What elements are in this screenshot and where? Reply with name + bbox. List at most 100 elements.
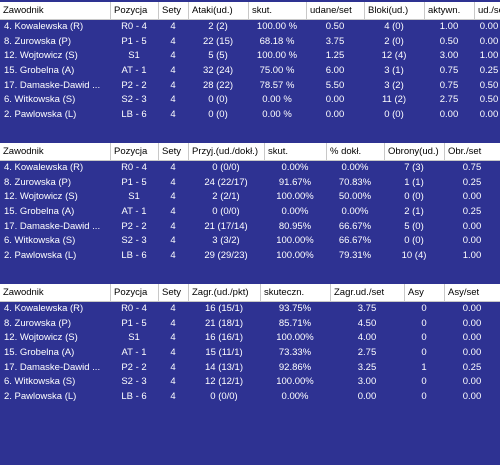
column-header-serves[interactable]: Zagr.(ud./pkt) — [188, 284, 260, 301]
cell-receptions: 0 (0/0) — [212, 162, 240, 173]
cell-attacks: 2 (2) — [208, 21, 228, 32]
table-row[interactable]: 17. Damaske-Dawid ... P2 - 2 4 14 (13/1) 92.… — [0, 361, 500, 376]
column-header-block-per-set[interactable]: ud./set — [474, 2, 500, 19]
table-row[interactable]: 2. Pawlowska (L) LB - 6 4 29 (29/23) 100.00%… — [0, 249, 500, 264]
cell-attack-efficiency: 78.57 % — [259, 79, 295, 91]
cell-player-name: 17. Damaske-Dawid ... — [4, 79, 101, 91]
cell-attack-success-per-set: 1.25 — [325, 50, 345, 62]
table-row[interactable]: 17. Damaske-Dawid ... P2 - 2 4 21 (17/14) 80… — [0, 220, 500, 235]
table-row[interactable]: 4. Kowalewska (R) R0 - 4 4 16 (15/1) 93.75% 3… — [0, 302, 500, 317]
column-header-player[interactable]: Zawodnik — [3, 287, 44, 298]
table-row[interactable]: 15. Grobelna (A) AT - 1 4 15 (11/1) 73.33% 2.… — [0, 346, 500, 361]
table-row[interactable]: 6. Witkowska (S) S2 - 3 4 12 (12/1) 100.00% 3… — [0, 375, 500, 390]
table-row[interactable]: 8. Zurowska (P) P1 - 5 4 21 (18/1) 85.71% 4.5… — [0, 317, 500, 332]
cell-aces-per-set: 0.00 — [462, 332, 482, 344]
cell-sets: 4 — [170, 162, 176, 173]
cell-serves-per-set: 4.50 — [357, 317, 377, 329]
column-header-sets[interactable]: Sety — [158, 143, 188, 160]
column-header-accuracy[interactable]: % dokł. — [326, 143, 384, 160]
cell-serve-efficiency: 100.00% — [276, 376, 314, 388]
table-row[interactable]: 6. Witkowska (S) S2 - 3 4 0 (0) 0.00 % 0.00 11… — [0, 93, 500, 108]
table-row[interactable]: 6. Witkowska (S) S2 - 3 4 3 (3/2) 100.00% 66.… — [0, 234, 500, 249]
cell-sets: 4 — [170, 21, 176, 32]
cell-serve-efficiency: 73.33% — [278, 347, 312, 359]
column-header-defence[interactable]: Obrony(ud.) — [384, 143, 444, 160]
column-header-position[interactable]: Pozycja — [110, 284, 158, 301]
cell-defence-per-set: 0.00 — [462, 235, 482, 247]
cell-player-name: 4. Kowalewska (R) — [4, 162, 84, 173]
column-header-efficiency[interactable]: skut. — [264, 143, 326, 160]
cell-attack-efficiency: 0.00 % — [262, 109, 292, 121]
table-row[interactable]: 17. Damaske-Dawid ... P2 - 2 4 28 (22) 78.57… — [0, 79, 500, 94]
cell-receptions: 21 (17/14) — [204, 220, 248, 232]
table-row[interactable]: 15. Grobelna (A) AT - 1 4 32 (24) 75.00 % 6.0… — [0, 64, 500, 79]
cell-receptions: 0 (0/0) — [212, 206, 240, 218]
cell-block-per-set: 0.00 — [479, 109, 499, 121]
cell-defence-per-set: 0.00 — [462, 191, 482, 203]
column-header-defence-per-set[interactable]: Obr./set — [444, 143, 500, 160]
cell-player-name: 2. Pawlowska (L) — [4, 250, 77, 262]
cell-player-name: 2. Pawlowska (L) — [4, 391, 77, 403]
table-header: Zawodnik Pozycja Sety Przyj.(ud./dokł.) … — [0, 143, 500, 161]
cell-defence-per-set: 1.00 — [462, 250, 482, 262]
column-header-blocks[interactable]: Bloki(ud.) — [364, 2, 424, 19]
column-header-position[interactable]: Pozycja — [110, 2, 158, 19]
cell-sets: 4 — [170, 94, 176, 106]
serve-table: Zawodnik Pozycja Sety Zagr.(ud./pkt) sku… — [0, 284, 500, 405]
cell-position: S2 - 3 — [121, 94, 147, 106]
cell-reception-accuracy: 0.00% — [341, 162, 369, 173]
table-row[interactable]: 12. Wojtowicz (S) S1 4 5 (5) 100.00 % 1.25 12 … — [0, 49, 500, 64]
cell-reception-efficiency: 100.00% — [276, 250, 314, 262]
cell-position: R0 - 4 — [121, 21, 147, 32]
cell-position: R0 - 4 — [121, 162, 147, 173]
cell-defence-per-set: 0.75 — [462, 162, 482, 173]
column-header-sets[interactable]: Sety — [158, 2, 188, 19]
column-header-activity[interactable]: aktywn. — [424, 2, 474, 19]
column-header-sets[interactable]: Sety — [158, 284, 188, 301]
column-header-serves-per-set[interactable]: Zagr.ud./set — [330, 284, 404, 301]
cell-player-name: 8. Zurowska (P) — [4, 35, 72, 47]
cell-serves: 14 (13/1) — [204, 361, 244, 373]
column-header-aces[interactable]: Asy — [404, 284, 444, 301]
table-row[interactable]: 12. Wojtowicz (S) S1 4 16 (16/1) 100.00% 4.00… — [0, 331, 500, 346]
column-header-aces-per-set[interactable]: Asy/set — [444, 284, 500, 301]
table-row[interactable]: 8. Zurowska (P) P1 - 5 4 22 (15) 68.18 % 3.75… — [0, 35, 500, 50]
table-row[interactable]: 2. Pawlowska (L) LB - 6 4 0 (0/0) 0.00% 0.00 0… — [0, 390, 500, 405]
cell-serve-efficiency: 100.00% — [276, 332, 314, 344]
cell-defence: 5 (0) — [404, 220, 424, 232]
cell-sets: 4 — [170, 191, 176, 203]
cell-sets: 4 — [170, 303, 176, 314]
table-row[interactable]: 4. Kowalewska (R) R0 - 4 4 2 (2) 100.00 % 0.5… — [0, 20, 500, 35]
cell-block-per-set: 0.25 — [479, 65, 499, 77]
column-header-attacks[interactable]: Ataki(ud.) — [188, 2, 248, 19]
cell-sets: 4 — [170, 391, 176, 403]
column-header-player[interactable]: Zawodnik — [3, 5, 44, 16]
column-header-success-per-set[interactable]: udane/set — [306, 2, 364, 19]
column-header-player[interactable]: Zawodnik — [3, 146, 44, 157]
cell-sets: 4 — [170, 176, 176, 188]
column-header-efficiency[interactable]: skuteczn. — [260, 284, 330, 301]
table-row[interactable]: 4. Kowalewska (R) R0 - 4 4 0 (0/0) 0.00% 0.00… — [0, 161, 500, 176]
cell-player-name: 4. Kowalewska (R) — [4, 303, 84, 314]
cell-defence-per-set: 0.25 — [462, 206, 482, 218]
cell-defence: 7 (3) — [404, 162, 424, 173]
cell-player-name: 12. Wojtowicz (S) — [4, 332, 78, 344]
cell-serves: 21 (18/1) — [204, 317, 244, 329]
table-row[interactable]: 12. Wojtowicz (S) S1 4 2 (2/1) 100.00% 50.00%… — [0, 190, 500, 205]
cell-sets: 4 — [170, 65, 176, 77]
table-row[interactable]: 15. Grobelna (A) AT - 1 4 0 (0/0) 0.00% 0.00%… — [0, 205, 500, 220]
column-header-efficiency[interactable]: skut. — [248, 2, 306, 19]
cell-serve-efficiency: 0.00% — [281, 391, 309, 403]
cell-block-activity: 0.75 — [439, 65, 459, 77]
table-row[interactable]: 8. Zurowska (P) P1 - 5 4 24 (22/17) 91.67% 70… — [0, 176, 500, 191]
cell-attacks: 28 (22) — [202, 79, 234, 91]
cell-attack-efficiency: 0.00 % — [262, 94, 292, 106]
table-row[interactable]: 2. Pawlowska (L) LB - 6 4 0 (0) 0.00 % 0.00 0 … — [0, 108, 500, 123]
cell-reception-efficiency: 100.00% — [276, 235, 314, 247]
column-header-receptions[interactable]: Przyj.(ud./dokł.) — [188, 143, 264, 160]
cell-serves-per-set: 3.25 — [357, 361, 377, 373]
cell-blocks: 0 (0) — [384, 109, 404, 121]
column-header-position[interactable]: Pozycja — [110, 143, 158, 160]
cell-player-name: 6. Witkowska (S) — [4, 376, 76, 388]
cell-position: P2 - 2 — [121, 220, 147, 232]
